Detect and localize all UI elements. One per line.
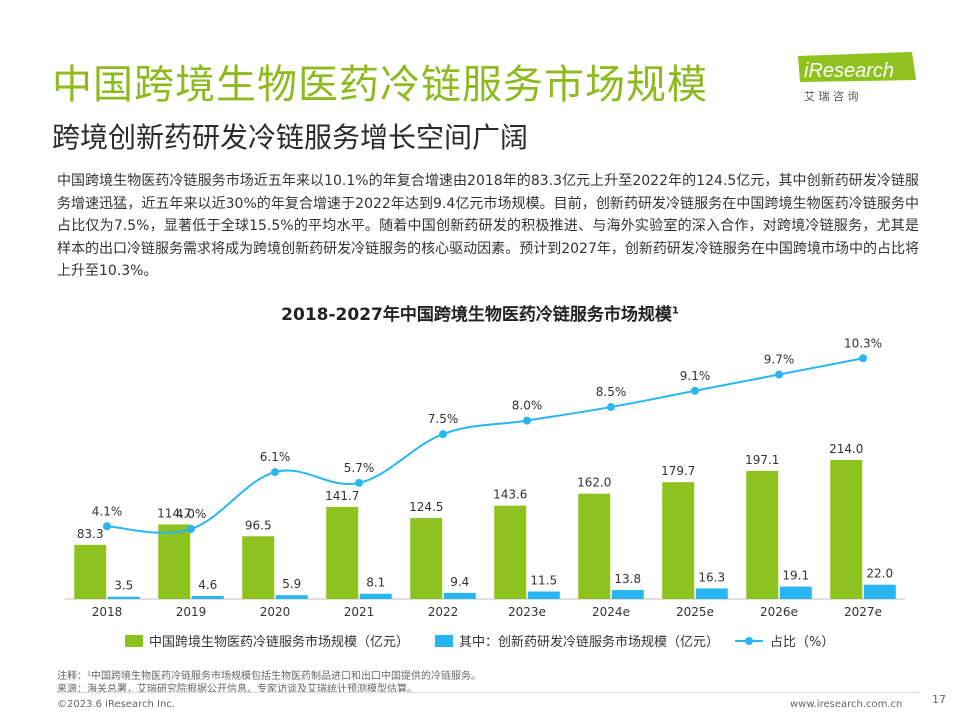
legend-swatch-innovative xyxy=(435,635,453,647)
share-label: 4.0% xyxy=(176,507,207,521)
x-tick-label: 2018 xyxy=(92,605,123,619)
data-label-total: 179.7 xyxy=(661,464,695,478)
logo-brand-text: iResearch xyxy=(804,60,894,82)
share-label: 8.0% xyxy=(512,399,543,413)
data-label-total: 197.1 xyxy=(745,453,779,467)
data-label-innovative: 9.4 xyxy=(450,575,469,589)
bar-total-market xyxy=(578,493,611,599)
chart-title-text: 2018-2027年中国跨境生物医药冷链服务市场规模 xyxy=(281,305,672,325)
data-label-innovative: 8.1 xyxy=(366,576,385,590)
share-label: 9.7% xyxy=(764,353,795,367)
share-label: 5.7% xyxy=(344,461,375,475)
share-label: 8.5% xyxy=(596,385,627,399)
bar-total-market xyxy=(326,506,359,599)
copyright: ©2023.6 iResearch Inc. xyxy=(57,699,175,710)
x-tick-label: 2023e xyxy=(508,605,546,619)
x-tick-label: 2022 xyxy=(428,605,459,619)
bar-innovative-drug xyxy=(275,595,308,599)
share-label: 10.3% xyxy=(844,336,882,350)
x-tick-label: 2020 xyxy=(260,605,291,619)
logo-cn-text: 艾 瑞 咨 询 xyxy=(804,89,859,103)
share-line xyxy=(106,357,864,534)
bar-innovative-drug xyxy=(107,596,140,599)
share-point xyxy=(691,386,699,395)
share-point xyxy=(271,468,279,477)
bar-innovative-drug xyxy=(779,586,812,599)
data-label-innovative: 13.8 xyxy=(614,572,641,586)
bar-total-market xyxy=(242,536,275,599)
data-label-innovative: 4.6 xyxy=(198,578,217,592)
legend-swatch-total xyxy=(125,635,143,647)
legend-marker-share xyxy=(745,637,753,645)
share-point xyxy=(859,354,867,363)
share-point xyxy=(355,478,363,487)
share-point xyxy=(187,525,195,533)
bar-innovative-drug xyxy=(611,590,644,599)
share-label: 9.1% xyxy=(680,369,711,383)
share-point xyxy=(103,522,111,531)
bar-total-market xyxy=(746,470,779,599)
bar-total-market xyxy=(410,518,443,599)
bar-total-market xyxy=(494,505,527,599)
page-title: 中国跨境生物医药冷链服务市场规模 xyxy=(52,62,708,108)
footnote-source: 来源：海关总署，艾瑞研究院根据公开信息、专家访谈及艾瑞统计预测模型估算。 xyxy=(57,684,417,695)
x-tick-label: 2021 xyxy=(344,605,375,619)
data-label-total: 143.6 xyxy=(493,488,527,502)
share-label: 7.5% xyxy=(428,412,459,426)
data-label-total: 96.5 xyxy=(245,518,272,532)
bar-innovative-drug xyxy=(191,596,224,599)
x-tick-label: 2024e xyxy=(592,605,630,619)
data-label-innovative: 16.3 xyxy=(698,570,725,584)
chart-title-sup: 1 xyxy=(671,305,679,317)
legend-label-share: 占比（%） xyxy=(770,635,834,650)
share-point xyxy=(439,430,447,439)
data-label-total: 124.5 xyxy=(409,500,443,514)
x-tick-label: 2025e xyxy=(676,605,714,619)
data-label-total: 141.7 xyxy=(325,489,359,503)
share-point xyxy=(523,416,531,425)
data-label-total: 114.7 xyxy=(157,506,191,520)
page-subtitle: 跨境创新药研发冷链服务增长空间广阔 xyxy=(52,121,529,154)
data-label-innovative: 22.0 xyxy=(866,567,893,581)
x-tick-label: 2026e xyxy=(760,605,798,619)
data-label-innovative: 19.1 xyxy=(782,569,809,583)
legend-label-innovative: 其中：创新药研发冷链服务市场规模（亿元） xyxy=(459,634,719,650)
bar-innovative-drug xyxy=(695,588,728,599)
share-label: 4.1% xyxy=(92,504,123,518)
x-tick-label: 2027e xyxy=(844,605,882,619)
data-label-total: 83.3 xyxy=(77,527,104,541)
data-label-innovative: 5.9 xyxy=(282,577,301,591)
footer-divider xyxy=(57,692,919,693)
data-label-innovative: 11.5 xyxy=(530,574,557,588)
page-number: 17 xyxy=(932,693,946,706)
legend-label-total: 中国跨境生物医药冷链服务市场规模（亿元） xyxy=(149,634,409,650)
bar-total-market xyxy=(830,459,863,599)
share-point xyxy=(775,370,783,379)
bar-innovative-drug xyxy=(863,584,896,599)
chart-title: 2018-2027年中国跨境生物医药冷链服务市场规模1 xyxy=(0,300,960,325)
x-tick-label: 2019 xyxy=(176,605,207,619)
bar-innovative-drug xyxy=(443,592,476,599)
bar-innovative-drug xyxy=(359,593,392,599)
bar-total-market xyxy=(158,524,191,599)
data-label-total: 162.0 xyxy=(577,476,611,490)
data-label-total: 214.0 xyxy=(829,442,863,456)
bar-total-market xyxy=(74,544,107,599)
bar-innovative-drug xyxy=(527,591,560,599)
website: www.iresearch.com.cn xyxy=(790,699,903,710)
data-label-innovative: 3.5 xyxy=(114,579,133,593)
body-paragraph: 中国跨境生物医药冷链服务市场近五年来以10.1%的年复合增速由2018年的83.… xyxy=(57,173,919,279)
bar-total-market xyxy=(662,482,695,599)
share-point xyxy=(607,403,615,412)
share-label: 6.1% xyxy=(260,450,291,464)
footnote-note: 注释：¹中国跨境生物医药冷链服务市场规模包括生物医药制品进口和出口中国提供的冷链… xyxy=(57,671,482,682)
iresearch-logo: iResearch 艾 瑞 咨 询 xyxy=(790,50,920,110)
